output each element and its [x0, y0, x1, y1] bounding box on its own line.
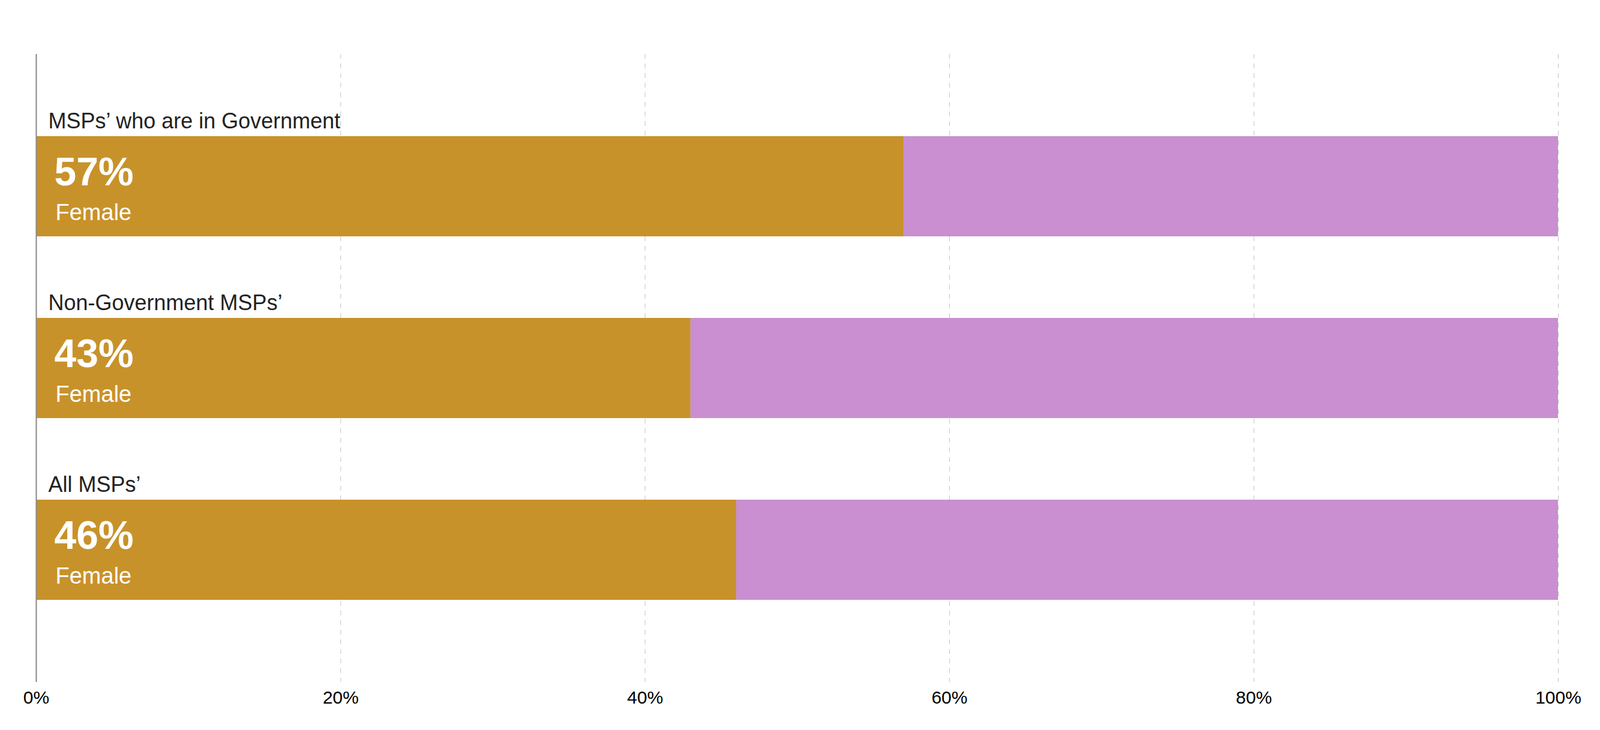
svg-text:Female: Female [55, 563, 132, 589]
svg-text:43%: 43% [54, 331, 134, 376]
svg-text:80%: 80% [1235, 687, 1272, 708]
svg-text:Female: Female [55, 199, 132, 225]
svg-text:0%: 0% [23, 687, 50, 708]
svg-text:46%: 46% [54, 512, 134, 558]
svg-text:57%: 57% [54, 149, 134, 194]
svg-text:40%: 40% [626, 687, 663, 708]
svg-text:Female: Female [55, 381, 132, 407]
svg-text:Non-Government MSPs’: Non-Government MSPs’ [48, 290, 283, 315]
svg-text:100%: 100% [1535, 687, 1582, 708]
svg-text:20%: 20% [322, 687, 359, 708]
svg-text:60%: 60% [931, 687, 968, 708]
svg-text:All MSPs’: All MSPs’ [48, 472, 141, 497]
svg-text:MSPs’ who are in Government: MSPs’ who are in Government [48, 108, 341, 134]
